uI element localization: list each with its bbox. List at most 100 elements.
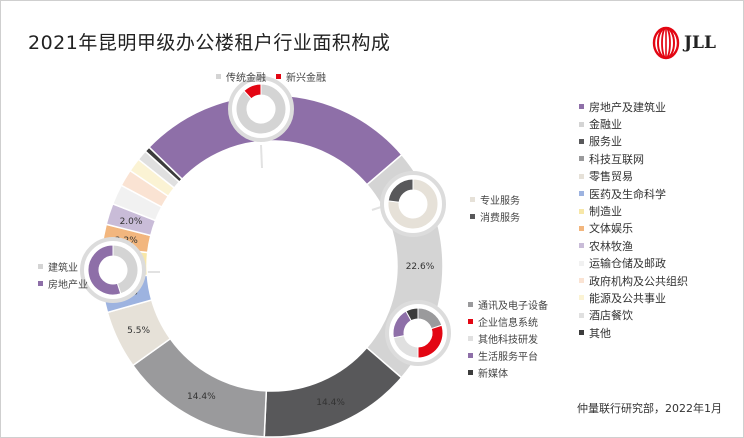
- source-note: 仲量联行研究部，2022年1月: [577, 402, 722, 415]
- main-legend-item: 制造业: [579, 202, 688, 219]
- main-legend-swatch: [579, 156, 584, 162]
- main-legend-item: 酒店餐饮: [579, 307, 688, 324]
- main-legend-item: 房地产及建筑业: [579, 98, 688, 115]
- main-legend-label: 农林牧渔: [589, 239, 633, 253]
- main-legend-swatch: [579, 278, 584, 284]
- main-legend-swatch: [579, 173, 584, 179]
- service-legend-item: 专业服务: [470, 191, 520, 208]
- main-legend-item: 金融业: [579, 115, 688, 132]
- service-legend-swatch: [470, 214, 475, 219]
- main-donut-slice-13: [144, 146, 184, 184]
- main-legend-swatch: [579, 295, 584, 301]
- jll-logo-text: JLL: [684, 33, 716, 53]
- main-legend-label: 零售贸易: [589, 170, 633, 184]
- main-legend-label: 政府机构及公共组织: [589, 274, 688, 288]
- main-donut-data-label-2: 14.4%: [316, 398, 345, 408]
- tech-legend-label: 通讯及电子设备: [478, 301, 548, 312]
- realestate-legend: 建筑业 房地产业: [38, 258, 88, 292]
- tech-legend-item: 新媒体: [468, 364, 548, 381]
- finance-legend-label: 传统金融: [226, 72, 266, 84]
- finance-legend-label: 新兴金融: [286, 72, 326, 84]
- finance-connector: [260, 144, 263, 169]
- finance-donut-slice-1: [243, 83, 262, 100]
- main-donut-data-label-1: 22.6%: [406, 262, 435, 272]
- main-legend-item: 政府机构及公共组织: [579, 272, 688, 289]
- realestate-donut-slice-1: [87, 244, 122, 296]
- main-legend-item: 零售贸易: [579, 168, 688, 185]
- main-legend-swatch: [579, 312, 584, 318]
- main-legend-item: 农林牧渔: [579, 237, 688, 254]
- finance-legend-item: 新兴金融: [276, 69, 326, 84]
- tech-legend-label: 企业信息系统: [478, 318, 538, 329]
- main-legend-item: 文体娱乐: [579, 220, 688, 237]
- main-legend-swatch: [579, 225, 584, 231]
- tech-legend-swatch: [468, 353, 473, 358]
- main-legend-label: 金融业: [589, 118, 622, 132]
- main-legend-item: 医药及生命科学: [579, 185, 688, 202]
- main-donut-slice-2: [263, 346, 403, 438]
- finance-legend-swatch: [216, 73, 221, 79]
- chart-title: 2021年昆明甲级办公楼租户行业面积构成: [28, 32, 391, 54]
- tech-legend: 通讯及电子设备 企业信息系统 其他科技研发 生活服务平台 新媒体: [468, 296, 548, 381]
- main-legend-item: 运输仓储及邮政: [579, 255, 688, 272]
- main-legend-label: 服务业: [589, 135, 622, 149]
- realestate-legend-label: 房地产业: [48, 280, 88, 291]
- realestate-legend-item: 房地产业: [38, 275, 88, 292]
- main-legend-label: 房地产及建筑业: [589, 100, 666, 114]
- realestate-legend-label: 建筑业: [48, 263, 78, 274]
- main-legend-label: 医药及生命科学: [589, 187, 666, 201]
- tech-legend-label: 其他科技研发: [478, 335, 538, 346]
- main-legend-swatch: [579, 138, 584, 144]
- main-legend-swatch: [579, 243, 584, 249]
- realestate-legend-item: 建筑业: [38, 258, 88, 275]
- main-legend-label: 能源及公共事业: [589, 291, 666, 305]
- service-legend-label: 消费服务: [480, 213, 520, 224]
- service-legend-label: 专业服务: [480, 196, 520, 207]
- finance-donut-slice-0: [235, 83, 287, 135]
- main-legend-item: 服务业: [579, 133, 688, 150]
- service-legend-item: 消费服务: [470, 208, 520, 225]
- tech-legend-swatch: [468, 370, 473, 375]
- main-legend-label: 酒店餐饮: [589, 309, 633, 323]
- main-legend-swatch: [579, 104, 584, 110]
- realestate-legend-swatch: [38, 281, 43, 286]
- main-legend-swatch: [579, 121, 584, 127]
- finance-legend-item: 传统金融: [216, 69, 266, 84]
- service-legend: 专业服务 消费服务: [470, 191, 520, 225]
- main-legend-swatch: [579, 208, 584, 214]
- main-donut-slice-3: [131, 337, 268, 438]
- jll-logo-mark-icon: [652, 26, 680, 60]
- tech-legend-swatch: [468, 302, 473, 307]
- tech-legend-label: 新媒体: [478, 369, 508, 380]
- main-legend-label: 文体娱乐: [589, 222, 633, 236]
- finance-legend: 传统金融 新兴金融: [216, 69, 326, 84]
- main-legend: 房地产及建筑业 金融业服务业科技互联网零售贸易医药及生命科学 制造业文体娱乐农林牧渔…: [579, 98, 688, 341]
- tech-legend-swatch: [468, 336, 473, 341]
- main-legend-label: 其他: [589, 326, 611, 340]
- main-legend-swatch: [579, 191, 584, 197]
- tech-legend-label: 生活服务平台: [478, 352, 538, 363]
- tech-legend-item: 其他科技研发: [468, 330, 548, 347]
- tech-donut-slice-4: [405, 307, 419, 322]
- service-legend-swatch: [470, 197, 475, 202]
- main-legend-item: 能源及公共事业: [579, 289, 688, 306]
- main-legend-item: 其他: [579, 324, 688, 341]
- main-legend-label: 科技互联网: [589, 152, 644, 166]
- main-legend-swatch: [579, 330, 584, 336]
- tech-legend-item: 通讯及电子设备: [468, 296, 548, 313]
- main-legend-swatch: [579, 260, 584, 266]
- main-donut-data-label-3: 14.4%: [187, 392, 216, 402]
- jll-logo: JLL: [652, 26, 716, 60]
- main-donut-data-label-4: 5.5%: [127, 326, 150, 336]
- main-legend-label: 制造业: [589, 205, 622, 219]
- tech-legend-swatch: [468, 319, 473, 324]
- finance-legend-swatch: [276, 73, 281, 79]
- service-donut-slice-0: [387, 178, 439, 230]
- main-legend-label: 运输仓储及邮政: [589, 257, 666, 271]
- tech-legend-item: 生活服务平台: [468, 347, 548, 364]
- service-donut-slice-1: [387, 178, 414, 203]
- realestate-legend-swatch: [38, 264, 43, 269]
- main-legend-item: 科技互联网: [579, 150, 688, 167]
- main-donut-data-label-8: 2.0%: [120, 217, 143, 227]
